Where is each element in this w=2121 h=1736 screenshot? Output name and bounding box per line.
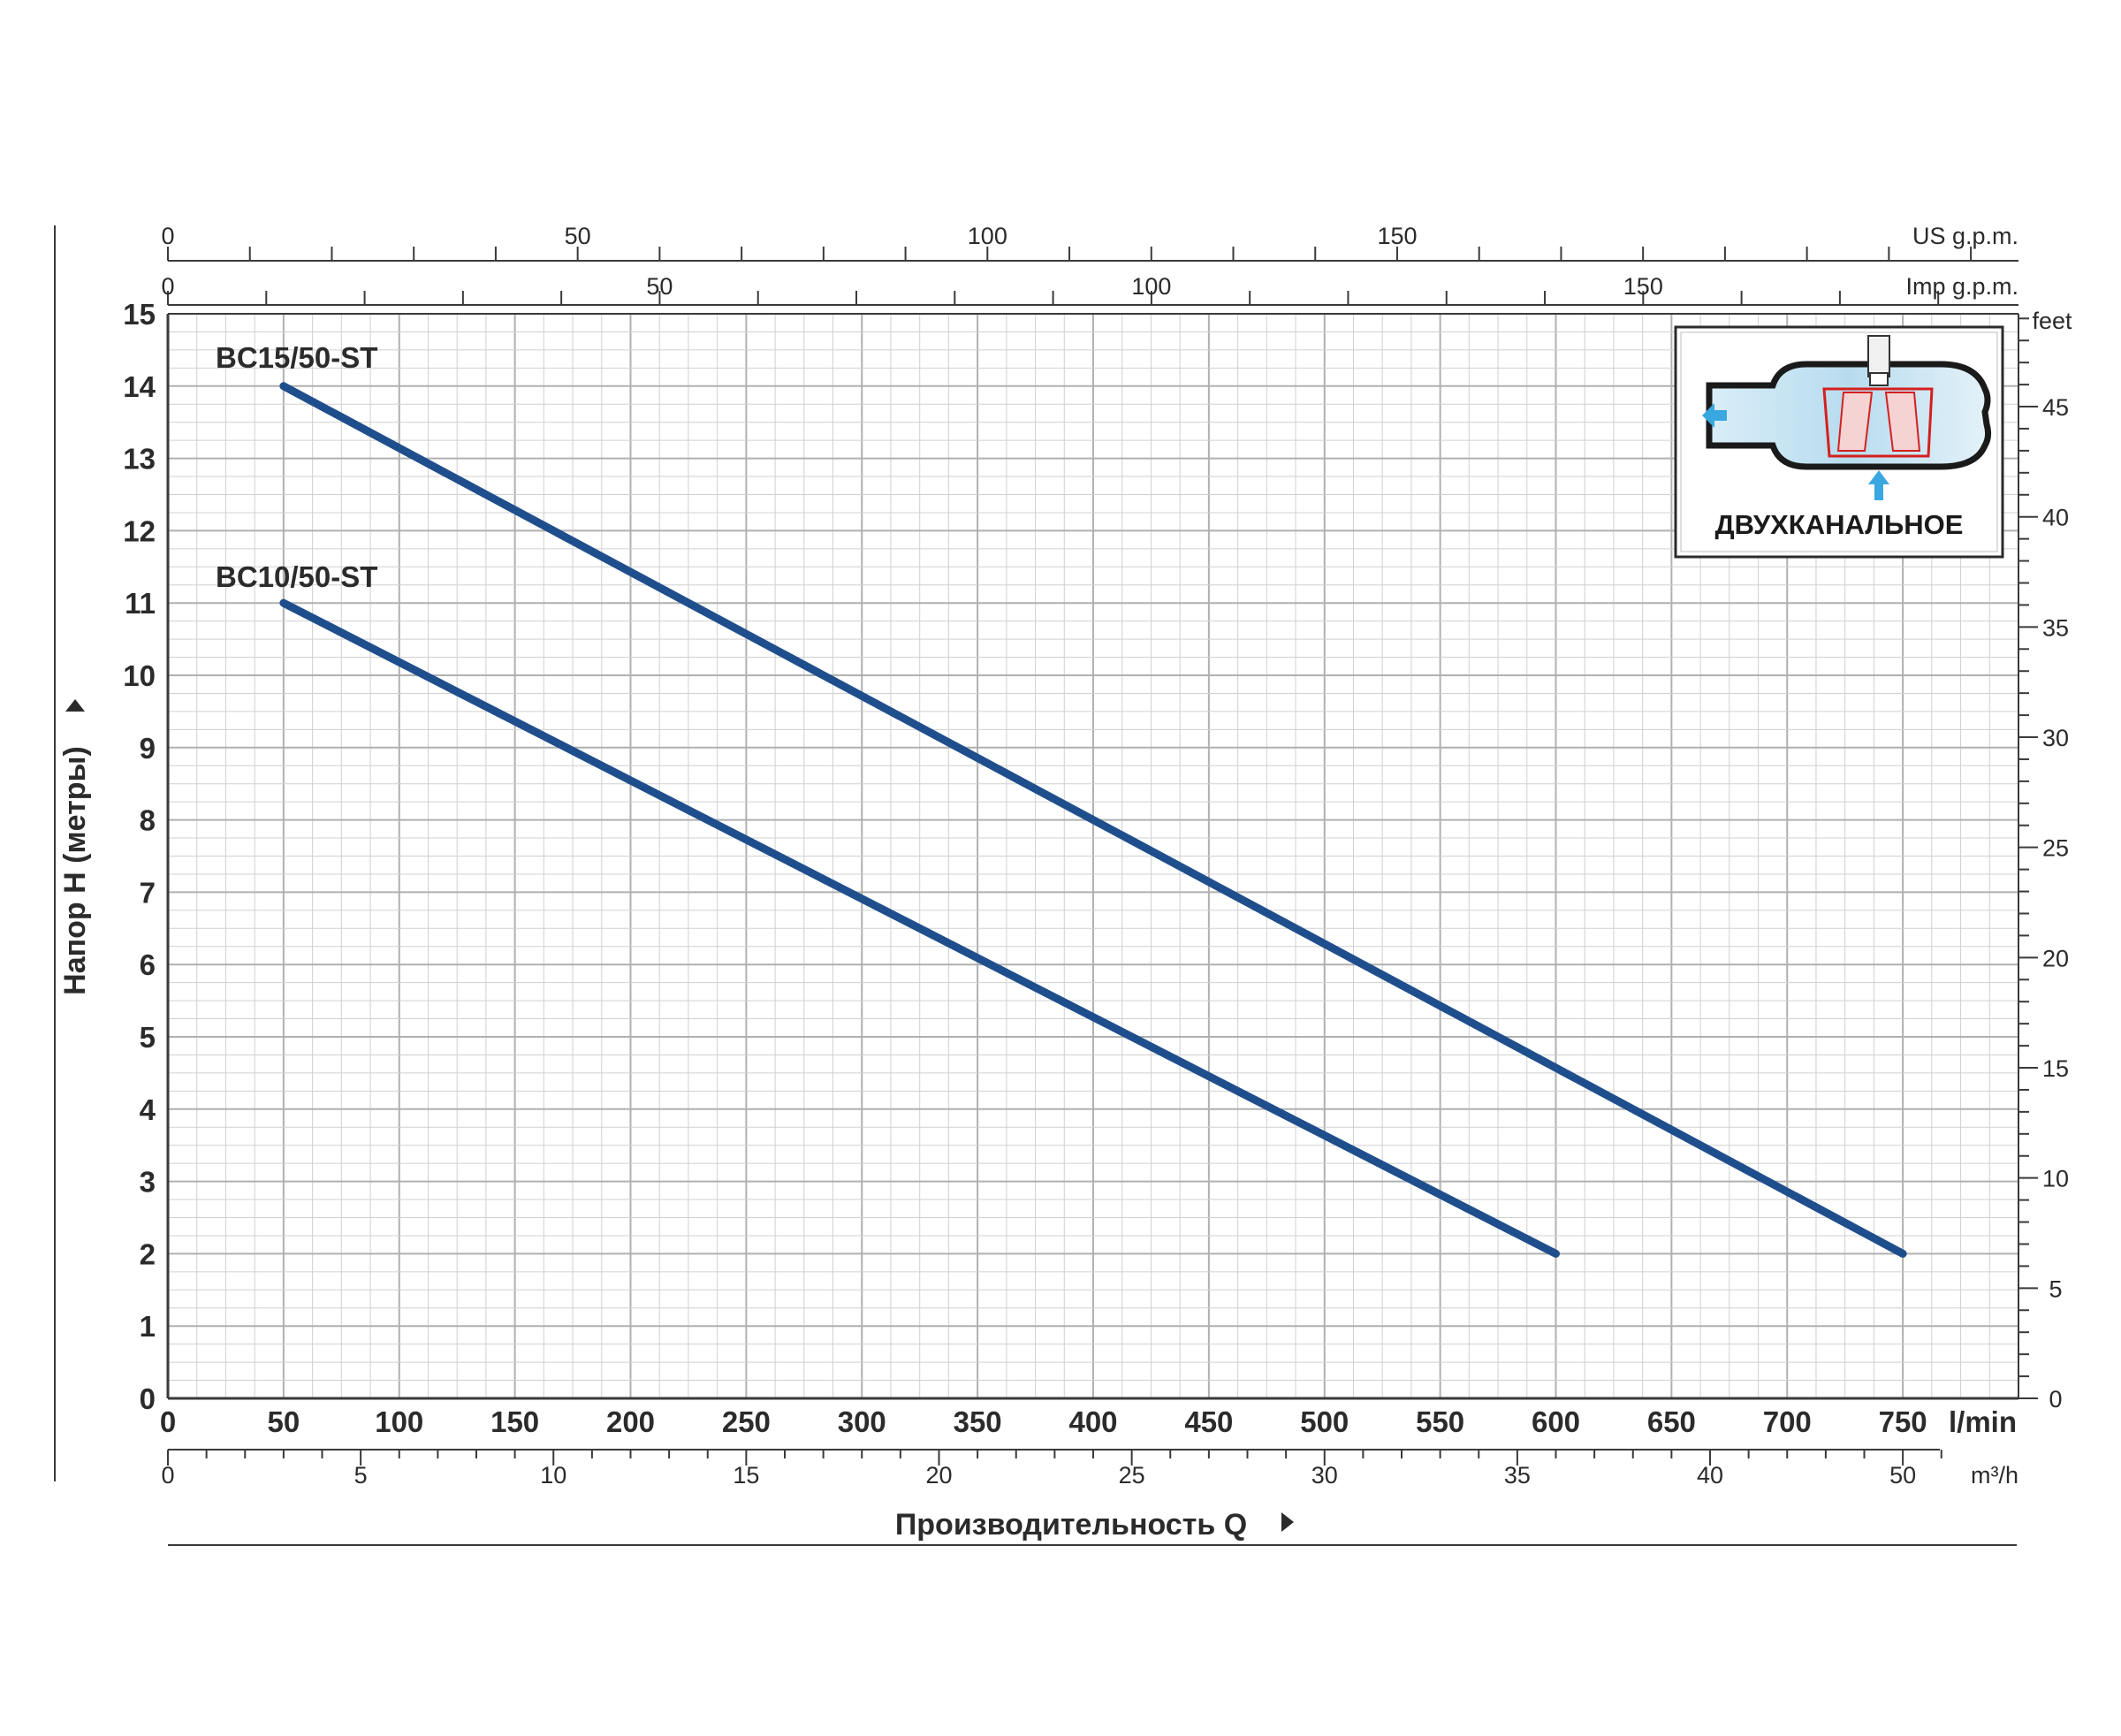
y-tick-label: 6: [140, 948, 156, 981]
x-axis-arrow-icon: [1281, 1512, 1294, 1532]
m3h-tick-label: 20: [925, 1462, 952, 1489]
y-tick-label: 2: [140, 1237, 156, 1270]
m3h-tick-label: 10: [540, 1462, 566, 1489]
twin-channel-impeller-icon: [1702, 335, 1992, 500]
x-tick-label: 200: [606, 1405, 655, 1438]
y-tick-label: 5: [140, 1021, 156, 1054]
series-line-2: [279, 598, 1560, 1258]
y-axis-arrow-icon: [65, 699, 85, 712]
series-line-1: [279, 382, 1907, 1258]
imp-gpm-tick-label: 50: [646, 273, 673, 300]
m3h-tick-label: 35: [1504, 1462, 1531, 1489]
m3h-tick-label: 40: [1697, 1462, 1723, 1489]
feet-tick-label: 5: [2049, 1275, 2062, 1302]
y-tick-label: 8: [140, 804, 156, 837]
y-axis-title: Напор H (метры): [58, 746, 92, 995]
x-tick-label: 700: [1763, 1405, 1812, 1438]
feet-tick-label: 35: [2042, 614, 2069, 641]
m3h-unit-label: m³/h: [1971, 1462, 2018, 1489]
imp-gpm-tick-label: 150: [1623, 273, 1663, 300]
m3h-tick-label: 15: [733, 1462, 759, 1489]
y-tick-label: 11: [125, 587, 156, 620]
us-gpm-tick-label: 100: [968, 223, 1007, 249]
x-tick-label: 250: [722, 1405, 771, 1438]
feet-tick-label: 25: [2042, 835, 2069, 862]
x-tick-label: 0: [160, 1405, 176, 1438]
us-gpm-tick-label: 50: [565, 223, 591, 249]
feet-tick-label: 40: [2042, 505, 2069, 531]
y-tick-label: 10: [123, 659, 156, 692]
impeller-inset: ДВУХКАНАЛЬНОЕ: [1674, 325, 2004, 559]
y-tick-label: 1: [140, 1310, 156, 1343]
plot-frame: [54, 225, 2019, 1546]
x-tick-label: 600: [1532, 1405, 1580, 1438]
y-tick-label: 13: [123, 443, 156, 476]
us-gpm-tick-label: 0: [161, 223, 174, 249]
m3h-tick-label: 0: [161, 1462, 174, 1489]
x-tick-label: 100: [375, 1405, 423, 1438]
x-axis-title: Производительность Q: [895, 1508, 1247, 1542]
y-tick-label: 0: [140, 1382, 156, 1415]
imp-gpm-unit-label: Imp g.p.m.: [1905, 273, 2018, 300]
m3h-tick-label: 5: [354, 1462, 368, 1489]
x-tick-label: 650: [1647, 1405, 1696, 1438]
x-tick-label: 400: [1068, 1405, 1117, 1438]
feet-tick-label: 10: [2042, 1166, 2069, 1192]
y-tick-label: 14: [123, 370, 156, 403]
x-tick-label: 50: [268, 1405, 300, 1438]
x-tick-label: 500: [1300, 1405, 1349, 1438]
m3h-tick-label: 30: [1311, 1462, 1338, 1489]
y-tick-label: 12: [123, 514, 156, 547]
y-tick-label: 4: [140, 1093, 156, 1126]
x-unit-label: l/min: [1949, 1405, 2017, 1438]
chart-series: BC15/50-ST BC10/50-ST: [216, 341, 1907, 1258]
x-tick-label: 350: [954, 1405, 1002, 1438]
y-tick-label: 9: [140, 732, 156, 765]
y-tick-label: 3: [140, 1166, 156, 1199]
feet-tick-label: 15: [2042, 1055, 2069, 1082]
imp-gpm-tick-label: 0: [161, 273, 174, 300]
us-gpm-tick-label: 150: [1377, 223, 1417, 249]
series-label-1: BC15/50-ST: [216, 341, 377, 374]
y-tick-label: 7: [140, 876, 156, 909]
feet-unit-label: feet: [2032, 308, 2072, 334]
x-tick-label: 450: [1184, 1405, 1233, 1438]
inset-label: ДВУХКАНАЛЬНОЕ: [1715, 509, 1964, 540]
x-tick-label: 150: [490, 1405, 539, 1438]
feet-tick-label: 0: [2049, 1386, 2062, 1412]
feet-tick-label: 30: [2042, 725, 2069, 751]
imp-gpm-tick-label: 100: [1131, 273, 1171, 300]
chart-axes: 0 50 100 150 200 250 300 350 400 450 500 550 600 650 7…: [58, 223, 2072, 1542]
y-tick-label: 15: [123, 298, 156, 331]
m3h-tick-label: 50: [1889, 1462, 1916, 1489]
x-tick-label: 300: [838, 1405, 886, 1438]
x-tick-label: 550: [1416, 1405, 1464, 1438]
us-gpm-unit-label: US g.p.m.: [1912, 223, 2018, 249]
feet-tick-label: 20: [2042, 945, 2069, 971]
feet-tick-label: 45: [2042, 394, 2069, 421]
series-label-2: BC10/50-ST: [216, 560, 377, 593]
x-tick-label: 750: [1879, 1405, 1927, 1438]
m3h-tick-label: 25: [1119, 1462, 1145, 1489]
